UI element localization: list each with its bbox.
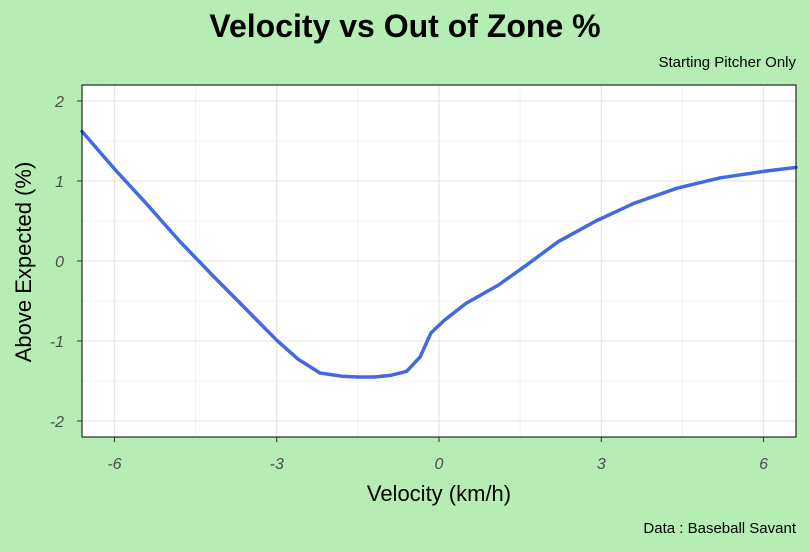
x-tick-label: 3 (597, 456, 606, 473)
x-axis-label: Velocity (km/h) (366, 481, 512, 506)
x-tick-label: 0 (435, 456, 444, 473)
y-tick-label: -2 (50, 414, 64, 431)
chart-title: Velocity vs Out of Zone % (209, 8, 601, 44)
y-tick-label: 2 (54, 94, 64, 111)
y-tick-label: 0 (55, 254, 64, 271)
x-tick-label: -3 (270, 456, 284, 473)
x-tick-label: -6 (107, 456, 121, 473)
chart-caption: Data : Baseball Savant (643, 520, 796, 537)
y-tick-label: 1 (55, 174, 64, 191)
series-layer (80, 129, 798, 379)
y-axis-label: Above Expected (%) (11, 161, 36, 363)
chart-subtitle: Starting Pitcher Only (658, 54, 796, 71)
series-line (80, 129, 798, 379)
x-tick-label: 6 (759, 456, 768, 473)
tick-layer: -6 -3 0 3 6 -2 -1 0 1 2 (50, 94, 768, 473)
y-tick-label: -1 (50, 334, 64, 351)
